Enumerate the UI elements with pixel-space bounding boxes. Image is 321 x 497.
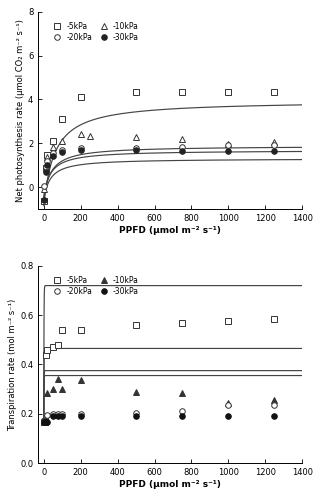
- Y-axis label: Transpiration rate (mol m⁻² s⁻¹): Transpiration rate (mol m⁻² s⁻¹): [8, 298, 17, 430]
- Y-axis label: Net photosynthesis rate (μmol CO₂ m⁻² s⁻¹): Net photosynthesis rate (μmol CO₂ m⁻² s⁻…: [16, 19, 25, 202]
- Legend: -5kPa, -20kPa, -10kPa, -30kPa: -5kPa, -20kPa, -10kPa, -30kPa: [47, 274, 141, 298]
- Legend: -5kPa, -20kPa, -10kPa, -30kPa: -5kPa, -20kPa, -10kPa, -30kPa: [47, 19, 141, 44]
- X-axis label: PPFD (μmol m⁻² s⁻¹): PPFD (μmol m⁻² s⁻¹): [119, 226, 221, 235]
- X-axis label: PPFD (μmol m⁻² s⁻¹): PPFD (μmol m⁻² s⁻¹): [119, 480, 221, 489]
